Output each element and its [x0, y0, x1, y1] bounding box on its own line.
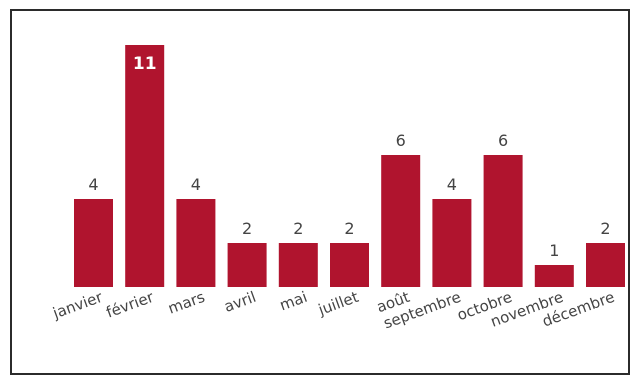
bar-mars: [176, 199, 216, 287]
category-label-avril: avril: [222, 288, 259, 316]
bars-group: [74, 45, 625, 287]
value-label-octobre: 6: [498, 131, 508, 150]
bar-novembre: [534, 265, 574, 287]
value-label-mars: 4: [191, 175, 201, 194]
category-label-février: février: [104, 288, 157, 322]
value-label-novembre: 1: [549, 241, 559, 260]
value-label-avril: 2: [242, 219, 252, 238]
value-label-janvier: 4: [88, 175, 98, 194]
category-label-mai: mai: [277, 288, 309, 314]
bar-février: [125, 45, 165, 287]
bar-septembre: [432, 199, 472, 287]
value-label-août: 6: [396, 131, 406, 150]
bar-juillet: [330, 243, 369, 287]
category-label-juillet: juillet: [315, 288, 361, 319]
value-label-juillet: 2: [344, 219, 354, 238]
bar-mai: [278, 243, 318, 287]
value-labels-group: 4 11 4 2 2 2 6 4 6 1 2: [88, 54, 610, 260]
category-label-mars: mars: [166, 288, 208, 318]
bar-janvier: [74, 199, 113, 287]
bar-août: [381, 155, 421, 287]
value-label-décembre: 2: [600, 219, 610, 238]
value-label-mai: 2: [293, 219, 303, 238]
bar-avril: [227, 243, 267, 287]
value-label-février: 11: [133, 54, 157, 74]
chart-frame: [10, 9, 630, 375]
category-label-janvier: janvier: [50, 288, 106, 323]
bar-octobre: [483, 155, 523, 287]
bar-décembre: [586, 243, 625, 287]
value-label-septembre: 4: [447, 175, 457, 194]
